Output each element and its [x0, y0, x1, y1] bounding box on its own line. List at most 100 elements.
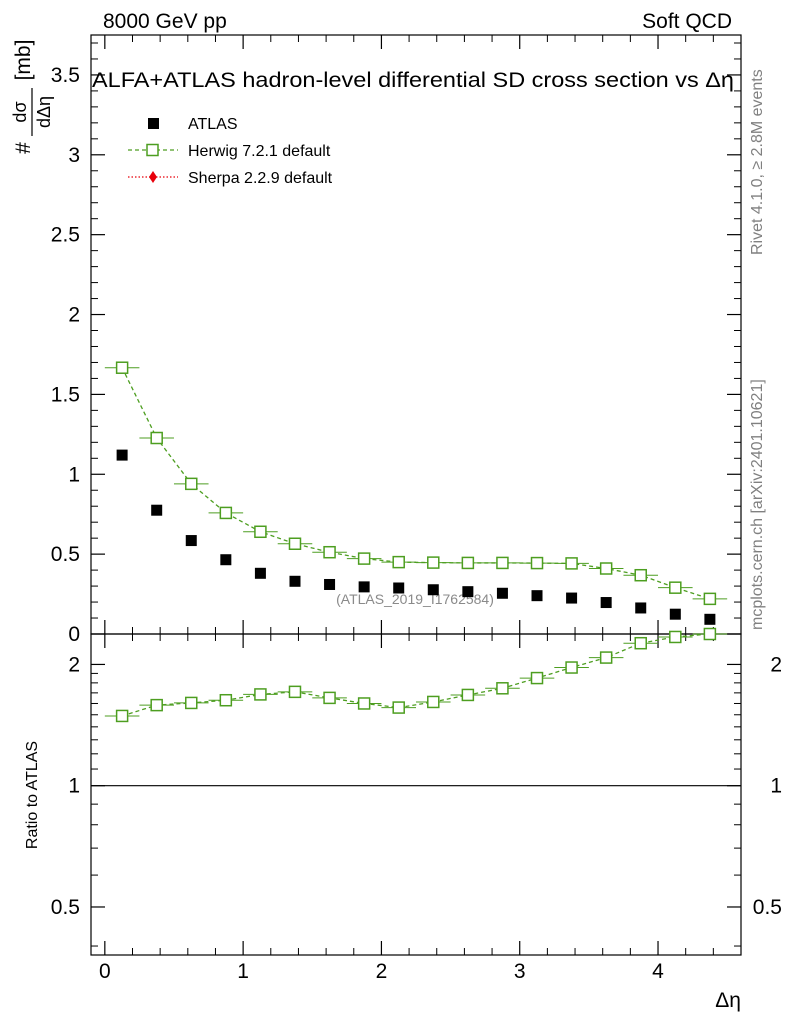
atlas-point: [289, 575, 301, 587]
ratio-y-tick-label-right: 1: [770, 775, 782, 798]
ratio-y-axis: 0.5 0.5 1 1 2 2: [51, 653, 782, 947]
main-y-axis: 0 0.5 1 1.5 2 2.5 3 3.5: [51, 42, 741, 646]
atlas-point: [427, 584, 439, 596]
ratio-panel-frame: [90, 633, 742, 956]
herwig-ratio-point: [669, 630, 682, 644]
rivet-label: Rivet 4.1.0, ≥ 2.8M events: [749, 69, 766, 255]
x-tick-label: 2: [376, 960, 388, 983]
main-y-tick-label: 1.5: [51, 383, 80, 406]
x-axis: 0 1 2 3 4: [99, 35, 714, 983]
atlas-point: [254, 567, 266, 579]
ylabel-numerator: dσ: [10, 101, 30, 122]
herwig-point: [392, 555, 405, 569]
main-y-tick-label: 2.5: [51, 224, 80, 247]
herwig-ratio-point: [634, 636, 647, 650]
herwig-line: [121, 367, 711, 600]
atlas-point: [496, 587, 508, 599]
chart-title: ALFA+ATLAS hadron-level differential SD …: [92, 69, 734, 92]
ratio-y-axis-label: Ratio to ATLAS: [24, 741, 41, 849]
main-y-tick-label: 1: [68, 463, 80, 486]
legend-sherpa-marker: [149, 171, 157, 183]
analysis-watermark: (ATLAS_2019_I1762584): [336, 591, 494, 607]
main-y-tick-label: 0: [68, 623, 80, 646]
header-left: 8000 GeV pp: [103, 10, 227, 33]
x-tick-label: 3: [514, 960, 526, 983]
herwig-ratio-point: [427, 695, 440, 709]
herwig-point: [496, 556, 509, 570]
herwig-ratio-point: [323, 691, 336, 705]
header-right: Soft QCD: [642, 10, 732, 33]
herwig-point: [565, 557, 578, 570]
herwig-point: [634, 568, 647, 582]
atlas-point: [324, 578, 336, 590]
herwig-ratio-point: [357, 697, 371, 710]
main-y-tick-label: 2: [68, 304, 80, 327]
atlas-point: [116, 449, 128, 461]
main-y-axis-label: # dσ dΔη [mb]: [10, 40, 54, 154]
legend-herwig-marker: [146, 143, 159, 157]
herwig-series: [104, 361, 728, 606]
main-y-tick-label: 3: [68, 144, 80, 167]
ylabel-denominator: dΔη: [34, 96, 54, 128]
herwig-point: [703, 592, 717, 606]
herwig-point: [599, 562, 613, 575]
herwig-ratio-series: [104, 627, 728, 723]
atlas-point: [600, 597, 612, 609]
ratio-y-tick-label: 1: [68, 775, 80, 798]
herwig-point: [357, 552, 371, 565]
atlas-point: [151, 504, 163, 516]
herwig-ratio-point: [185, 696, 198, 710]
x-tick-label: 0: [99, 960, 111, 983]
x-tick-label: 1: [237, 960, 249, 983]
atlas-point: [635, 602, 647, 614]
herwig-ratio-point: [565, 661, 578, 674]
herwig-point: [323, 545, 336, 559]
atlas-point: [566, 592, 578, 604]
atlas-series: [116, 449, 716, 625]
ratio-y-tick-label: 0.5: [51, 896, 80, 919]
herwig-ratio-line: [121, 633, 710, 717]
herwig-ratio-point: [703, 627, 717, 641]
herwig-point: [530, 556, 544, 570]
atlas-point: [393, 582, 405, 594]
legend-atlas-label: ATLAS: [188, 116, 238, 133]
atlas-point: [669, 608, 681, 620]
herwig-ratio-point: [461, 688, 475, 702]
x-tick-label: 4: [652, 960, 664, 983]
herwig-point: [150, 431, 163, 445]
atlas-point: [185, 535, 197, 547]
herwig-ratio-point: [288, 685, 302, 699]
herwig-point: [115, 361, 129, 374]
herwig-ratio-point: [530, 671, 544, 685]
atlas-point: [358, 581, 370, 593]
ratio-y-tick-label-right: 0.5: [753, 896, 782, 919]
main-y-tick-label: 3.5: [51, 64, 80, 87]
legend-sherpa-label: Sherpa 2.2.9 default: [188, 170, 333, 187]
herwig-ratio-point: [115, 709, 129, 723]
mcplots-label: mcplots.cern.ch [arXiv:2401.10621]: [749, 379, 766, 630]
ylabel-unit: [mb]: [12, 40, 35, 81]
herwig-point: [461, 556, 475, 570]
herwig-ratio-point: [254, 688, 267, 701]
ylabel-prefix: #: [12, 142, 35, 154]
ratio-y-tick-label: 2: [68, 653, 80, 676]
legend-herwig-label: Herwig 7.2.1 default: [188, 143, 331, 160]
herwig-point: [254, 525, 267, 539]
herwig-ratio-point: [392, 701, 405, 714]
ratio-y-tick-label-right: 2: [770, 653, 782, 676]
legend: ATLAS Herwig 7.2.1 default Sherpa 2.2.9 …: [128, 116, 333, 187]
atlas-point: [704, 613, 716, 625]
herwig-ratio-point: [150, 698, 163, 712]
main-y-tick-label: 0.5: [51, 543, 80, 566]
herwig-ratio-point: [496, 682, 509, 695]
herwig-point: [288, 537, 302, 551]
atlas-point: [220, 554, 232, 566]
atlas-point: [531, 590, 543, 602]
atlas-point: [462, 586, 474, 598]
x-axis-label: Δη: [715, 989, 741, 1012]
herwig-point: [185, 477, 198, 491]
herwig-point: [427, 556, 440, 569]
legend-atlas-marker: [148, 118, 159, 129]
herwig-ratio-point: [599, 651, 613, 664]
